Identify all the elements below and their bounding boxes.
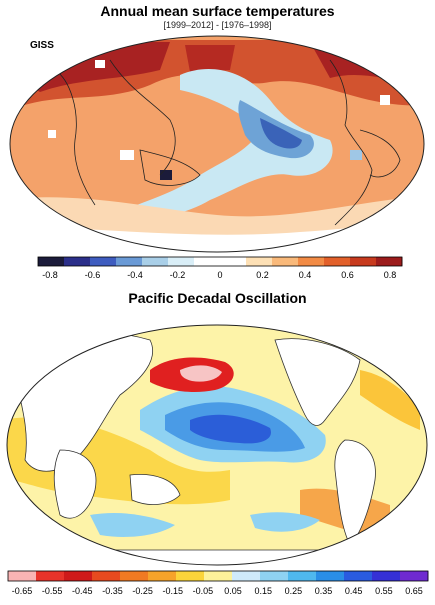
bottom-colorbar-tick-label: -0.35 [102,586,123,596]
bottom-colorbar-swatch [204,571,233,581]
bottom-colorbar-swatch [288,571,317,581]
top-colorbar-tick-label: -0.4 [127,270,143,280]
bottom-colorbar-tick-label: -0.45 [72,586,93,596]
top-source-label: GISS [30,40,54,51]
top-colorbar-swatch [376,257,403,266]
top-colorbar-tick-label: 0.2 [256,270,269,280]
top-colorbar-swatch [168,257,195,266]
bottom-colorbar-swatch [36,571,65,581]
top-colorbar-swatch [350,257,377,266]
bottom-colorbar-tick-label: 0.05 [224,586,242,596]
bottom-colorbar-tick-label: -0.25 [132,586,153,596]
top-colorbar-tick-label: -0.6 [85,270,101,280]
bottom-colorbar-tick-label: 0.55 [375,586,393,596]
bottom-colorbar-swatch [260,571,289,581]
top-colorbar-tick-label: 0 [217,270,222,280]
top-colorbar-tick-label: -0.8 [42,270,58,280]
bottom-colorbar-swatch [148,571,177,581]
top-map-subtitle: [1999–2012] - [1976–1998] [163,20,272,30]
bottom-colorbar-swatch [92,571,121,581]
top-map-title: Annual mean surface temperatures [100,3,335,19]
top-colorbar-swatch [194,257,221,266]
top-colorbar-swatch [272,257,299,266]
bottom-map-outline [6,324,428,566]
top-colorbar-swatch [246,257,273,266]
top-colorbar-swatch [220,257,247,266]
top-coastlines [54,59,401,226]
bottom-colorbar-tick-label: -0.65 [12,586,33,596]
bottom-colorbar-swatch [372,571,401,581]
bottom-colorbar-tick-label: -0.55 [42,586,63,596]
top-colorbar [37,256,403,267]
bottom-colorbar-swatch [8,571,37,581]
bottom-colorbar-tick-label: 0.45 [345,586,363,596]
bottom-colorbar-swatch [64,571,93,581]
bottom-colorbar-tick-label: 0.25 [285,586,303,596]
top-map-field [10,36,424,252]
bottom-map-title: Pacific Decadal Oscillation [128,290,307,306]
top-colorbar-swatch [142,257,169,266]
top-colorbar-swatch [38,257,65,266]
bottom-colorbar-tick-label: -0.05 [193,586,214,596]
bottom-colorbar-swatch [232,571,261,581]
top-colorbar-swatch [324,257,351,266]
top-colorbar-tick-label: 0.6 [341,270,354,280]
top-colorbar-tick-label: 0.8 [384,270,397,280]
top-colorbar-swatch [64,257,91,266]
bottom-colorbar-tick-label: 0.35 [315,586,333,596]
top-colorbar-swatch [116,257,143,266]
bottom-colorbar: -0.65 -0.55 -0.45 -0.35 -0.25 -0.15 -0.05 0.05 0… [7,570,429,596]
bottom-colorbar-swatch [176,571,205,581]
bottom-pdo-map [6,324,428,566]
top-colorbar-tick-label: 0.4 [299,270,312,280]
bottom-colorbar-tick-label: 0.15 [254,586,272,596]
bottom-colorbar-swatch [120,571,149,581]
bottom-colorbar-tick-label: 0.65 [405,586,423,596]
bottom-colorbar-tick-label: -0.15 [163,586,184,596]
bottom-colorbar-swatch [344,571,373,581]
top-colorbar-swatch [90,257,117,266]
top-temperature-map [9,35,425,267]
bottom-colorbar-swatch [316,571,345,581]
bottom-colorbar-swatch [400,571,429,581]
top-colorbar-swatch [298,257,325,266]
top-map-outline [9,35,425,253]
top-colorbar-tick-label: -0.2 [170,270,186,280]
top-colorbar-labels: -0.8 -0.6 -0.4 -0.2 0 0.2 0.4 0.6 0.8 [42,270,397,280]
